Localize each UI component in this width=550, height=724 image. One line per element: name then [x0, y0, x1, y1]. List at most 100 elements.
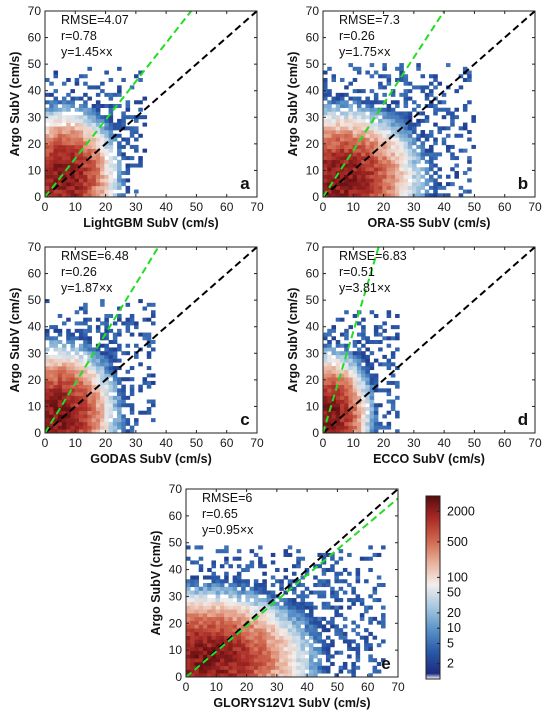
density-cell [270, 650, 276, 655]
density-cell [330, 654, 335, 659]
density-cell [241, 643, 246, 648]
density-cell [70, 347, 75, 352]
density-cell [202, 661, 208, 667]
density-cell [331, 418, 337, 423]
density-cell [70, 373, 75, 378]
density-cell [70, 126, 75, 131]
density-cell [211, 586, 216, 591]
density-cell [78, 347, 84, 352]
density-cell [412, 130, 417, 135]
density-cell [57, 395, 63, 400]
density-cell [87, 133, 92, 138]
density-cell [344, 343, 349, 348]
density-cell [308, 646, 314, 651]
density-cell [338, 631, 344, 636]
density-cell [104, 362, 109, 367]
density-cell [373, 406, 379, 411]
density-cell [87, 351, 92, 356]
density-cell [258, 661, 263, 667]
density-cell [104, 392, 109, 397]
stat-text: r=0.51 [339, 265, 375, 279]
density-cell [78, 174, 84, 179]
density-cell [211, 658, 216, 663]
density-cell [151, 321, 156, 326]
density-cell [386, 107, 392, 112]
density-cell [378, 122, 383, 127]
density-cell [450, 167, 455, 172]
density-cell [83, 107, 88, 112]
density-cell [441, 115, 447, 120]
density-cell [215, 605, 221, 610]
density-cell [338, 605, 344, 610]
density-cell [236, 650, 242, 655]
density-cell [429, 89, 434, 94]
density-cell [338, 669, 344, 674]
density-cell [215, 583, 221, 588]
density-cell [45, 388, 50, 393]
density-cell [66, 141, 71, 146]
density-cell [339, 384, 345, 389]
density-cell [61, 366, 67, 371]
density-cell [331, 74, 337, 79]
density-cell [287, 639, 293, 644]
density-cell [236, 658, 242, 663]
density-cell [365, 70, 370, 75]
density-cell [399, 182, 404, 187]
density-cell [359, 601, 365, 606]
density-cell [399, 152, 404, 157]
density-cell [78, 144, 84, 149]
density-cell [112, 193, 118, 197]
density-cell [378, 362, 383, 367]
density-cell [390, 354, 396, 359]
density-cell [104, 395, 109, 400]
density-cell [66, 388, 71, 393]
density-cell [352, 410, 358, 415]
density-cell [70, 133, 75, 138]
density-cell [313, 590, 318, 595]
density-cell [215, 586, 221, 591]
density-cell [335, 144, 341, 149]
density-cell [194, 590, 200, 595]
density-cell [330, 552, 335, 557]
density-cell [104, 380, 109, 385]
density-cell [91, 126, 97, 131]
density-cell [433, 193, 438, 197]
density-cell [279, 673, 284, 677]
density-cell [279, 605, 284, 610]
density-cell [87, 144, 92, 149]
density-cell [258, 654, 263, 659]
density-cell [104, 313, 109, 318]
density-cell [236, 616, 242, 621]
density-cell [70, 410, 75, 415]
density-cell [334, 571, 339, 576]
density-cell [355, 665, 361, 670]
density-cell [368, 616, 373, 621]
density-cell [228, 624, 233, 629]
x-axis-label: LightGBM SubV (cm/s) [83, 216, 218, 230]
density-cell [339, 163, 345, 168]
density-cell [467, 156, 472, 161]
density-cell [300, 616, 306, 621]
density-cell [429, 159, 434, 164]
density-cell [253, 601, 259, 606]
density-cell [335, 362, 341, 367]
density-cell [112, 185, 118, 190]
density-cell [245, 609, 250, 614]
density-cell [412, 141, 417, 146]
density-cell [352, 395, 358, 400]
density-cell [219, 616, 225, 621]
density-cell [317, 564, 322, 569]
density-cell [407, 170, 413, 175]
density-cell [108, 373, 114, 378]
density-cell [386, 115, 392, 120]
density-cell [300, 575, 306, 580]
density-cell [382, 163, 387, 168]
density-cell [125, 107, 131, 112]
density-cell [108, 133, 114, 138]
density-cell [108, 92, 114, 97]
density-cell [429, 174, 434, 179]
density-cell [53, 410, 59, 415]
density-cell [249, 631, 255, 636]
density-cell [95, 414, 101, 419]
density-cell [121, 156, 126, 161]
